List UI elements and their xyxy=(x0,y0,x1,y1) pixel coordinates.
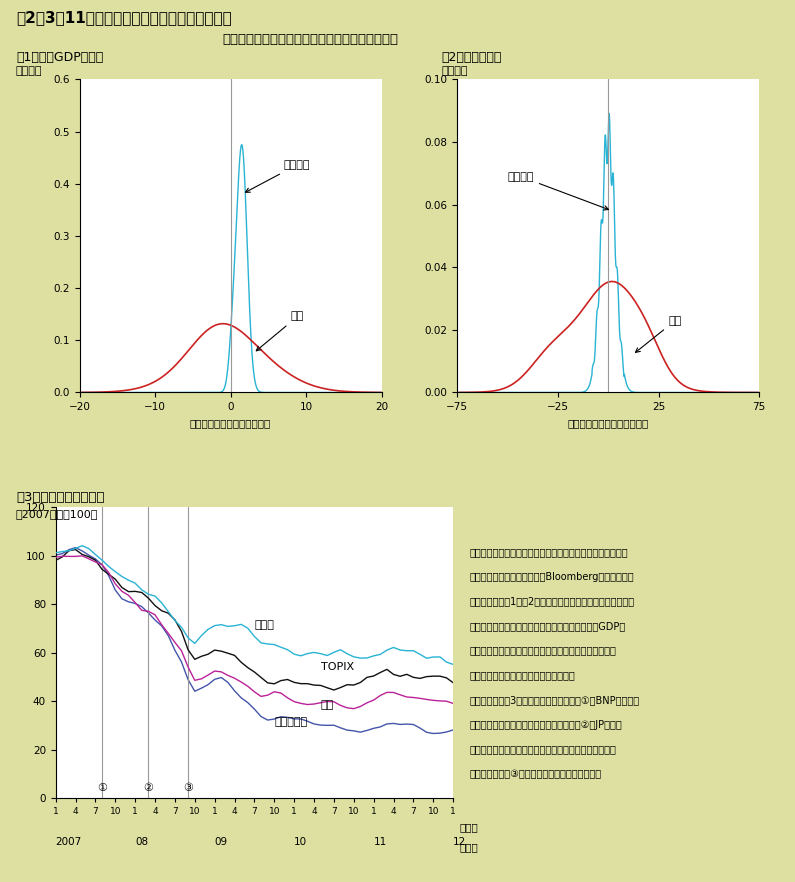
Text: （2）為替レート: （2）為替レート xyxy=(441,51,502,64)
Text: （備考）１．内閣府「国民経済計算」、「企行動に関するア: （備考）１．内閣府「国民経済計算」、「企行動に関するア xyxy=(469,547,628,557)
X-axis label: （前年比、前期比年率、％）: （前年比、前期比年率、％） xyxy=(568,418,649,428)
Text: ①: ① xyxy=(97,783,107,794)
X-axis label: （前年比、前期比年率、％）: （前年比、前期比年率、％） xyxy=(190,418,271,428)
Text: ン・チェースが米ベア・スターンズ買収を発: ン・チェースが米ベア・スターンズ買収を発 xyxy=(469,744,616,754)
Text: ③: ③ xyxy=(183,783,193,794)
Text: ②: ② xyxy=(143,783,153,794)
Text: 長率及び為替レートの実績は、四半期平均の: 長率及び為替レートの実績は、四半期平均の xyxy=(469,646,616,655)
Text: 08: 08 xyxy=(135,837,149,847)
Text: 表、③米リーマン・ブラザーズ破綻。: 表、③米リーマン・ブラザーズ破綻。 xyxy=(469,769,601,779)
Text: TOPIX: TOPIX xyxy=(320,662,354,672)
Text: 輸送用機器: 輸送用機器 xyxy=(274,717,308,728)
Text: 11: 11 xyxy=(374,837,387,847)
Text: 傘下のヘッジファンドを凍結、②米JPモルガ: 傘下のヘッジファンドを凍結、②米JPモルガ xyxy=(469,720,622,729)
Text: （3）業種別株価の推移: （3）業種別株価の推移 xyxy=(16,491,104,505)
Text: 2007: 2007 xyxy=(56,837,82,847)
Text: の合計は１となるよう推計した。実質GDP成: の合計は１となるよう推計した。実質GDP成 xyxy=(469,621,626,631)
Text: 企業の予想よりテールイベントは高い確率で発生: 企業の予想よりテールイベントは高い確率で発生 xyxy=(223,33,398,46)
Text: 09: 09 xyxy=(215,837,228,847)
Text: （1）実質GDP成長率: （1）実質GDP成長率 xyxy=(16,51,103,64)
Text: （2007年初＝100）: （2007年初＝100） xyxy=(16,509,99,519)
Text: 企業予想: 企業予想 xyxy=(507,172,608,210)
Text: ２．（1）（2）は、カーネル密度推計を行い、密度: ２．（1）（2）は、カーネル密度推計を行い、密度 xyxy=(469,596,634,606)
Text: 12: 12 xyxy=(453,837,467,847)
Text: 実績: 実績 xyxy=(256,311,304,351)
Text: 企業予想: 企業予想 xyxy=(246,161,310,192)
Text: （密度）: （密度） xyxy=(441,66,467,76)
Text: ３．（3）におけるイベントは、①仏BNPパリバが: ３．（3）におけるイベントは、①仏BNPパリバが xyxy=(469,695,639,705)
Text: 銀行: 銀行 xyxy=(320,700,334,711)
Text: 実績: 実績 xyxy=(635,316,682,353)
Text: 前期比を年率換算したもの。: 前期比を年率換算したもの。 xyxy=(469,670,575,680)
Text: （密度）: （密度） xyxy=(16,66,42,76)
Text: 第2－3－11図　企業等の予想と現実の経済変動: 第2－3－11図 企業等の予想と現実の経済変動 xyxy=(16,11,231,26)
Text: （月）: （月） xyxy=(460,822,479,833)
Text: 医薬品: 医薬品 xyxy=(254,620,274,631)
Text: （年）: （年） xyxy=(460,841,479,852)
Text: 10: 10 xyxy=(294,837,308,847)
Text: ンケート調査」、Bloombergにより作成。: ンケート調査」、Bloombergにより作成。 xyxy=(469,572,634,581)
